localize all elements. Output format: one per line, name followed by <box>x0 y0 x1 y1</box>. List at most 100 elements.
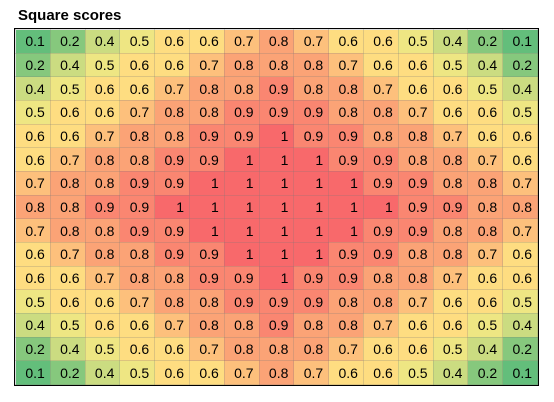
score-cell[interactable]: 0.7 <box>223 360 260 385</box>
score-cell[interactable]: 1 <box>188 194 225 220</box>
score-cell[interactable]: 0.7 <box>502 170 538 196</box>
score-cell[interactable]: 1 <box>328 218 364 243</box>
score-cell[interactable]: 0.7 <box>362 76 399 101</box>
score-cell[interactable]: 0.9 <box>293 265 330 291</box>
score-cell[interactable]: 0.6 <box>467 265 504 291</box>
score-cell[interactable]: 0.8 <box>223 336 260 362</box>
score-cell[interactable]: 0.5 <box>84 52 121 78</box>
score-cell[interactable]: 0.5 <box>502 99 538 125</box>
score-cell[interactable]: 0.7 <box>49 241 86 267</box>
score-cell[interactable]: 0.7 <box>119 289 156 314</box>
score-cell[interactable]: 0.9 <box>119 218 156 243</box>
score-cell[interactable]: 0.9 <box>154 241 190 267</box>
score-cell[interactable]: 0.6 <box>362 29 399 54</box>
score-cell[interactable]: 0.6 <box>84 289 121 314</box>
score-cell[interactable]: 0.9 <box>328 265 364 291</box>
score-cell[interactable]: 0.5 <box>467 76 504 101</box>
score-cell[interactable]: 0.7 <box>154 76 190 101</box>
score-cell[interactable]: 0.9 <box>362 218 399 243</box>
score-cell[interactable]: 0.6 <box>432 289 469 314</box>
score-cell[interactable]: 0.8 <box>15 194 51 220</box>
score-cell[interactable]: 0.5 <box>49 76 86 101</box>
score-cell[interactable]: 0.1 <box>15 360 51 385</box>
score-cell[interactable]: 0.9 <box>119 170 156 196</box>
score-cell[interactable]: 0.8 <box>467 218 504 243</box>
score-cell[interactable]: 0.6 <box>15 241 51 267</box>
score-cell[interactable]: 0.1 <box>502 360 538 385</box>
score-cell[interactable]: 0.8 <box>397 265 434 291</box>
score-cell[interactable]: 0.4 <box>49 336 86 362</box>
score-cell[interactable]: 0.6 <box>15 265 51 291</box>
score-cell[interactable]: 0.8 <box>467 194 504 220</box>
score-cell[interactable]: 0.7 <box>397 289 434 314</box>
score-cell[interactable]: 0.6 <box>188 29 225 54</box>
score-cell[interactable]: 0.8 <box>293 76 330 101</box>
score-cell[interactable]: 0.8 <box>362 99 399 125</box>
score-cell[interactable]: 0.9 <box>223 123 260 149</box>
score-cell[interactable]: 0.8 <box>49 218 86 243</box>
score-cell[interactable]: 0.2 <box>15 52 51 78</box>
score-cell[interactable]: 0.9 <box>362 170 399 196</box>
score-cell[interactable]: 0.8 <box>467 170 504 196</box>
score-cell[interactable]: 0.6 <box>119 76 156 101</box>
score-cell[interactable]: 0.6 <box>328 29 364 54</box>
score-cell[interactable]: 0.6 <box>15 123 51 149</box>
score-cell[interactable]: 1 <box>223 194 260 220</box>
score-cell[interactable]: 0.9 <box>362 147 399 172</box>
score-cell[interactable]: 0.6 <box>154 360 190 385</box>
score-cell[interactable]: 0.8 <box>49 170 86 196</box>
score-cell[interactable]: 0.5 <box>397 360 434 385</box>
score-cell[interactable]: 0.9 <box>258 76 295 101</box>
score-cell[interactable]: 1 <box>328 170 364 196</box>
score-cell[interactable]: 0.6 <box>502 265 538 291</box>
score-cell[interactable]: 0.9 <box>328 147 364 172</box>
score-cell[interactable]: 0.9 <box>188 147 225 172</box>
score-cell[interactable]: 0.6 <box>154 29 190 54</box>
score-cell[interactable]: 0.9 <box>362 241 399 267</box>
score-cell[interactable]: 0.6 <box>188 360 225 385</box>
score-cell[interactable]: 0.7 <box>328 52 364 78</box>
score-cell[interactable]: 0.9 <box>119 194 156 220</box>
score-cell[interactable]: 0.8 <box>223 52 260 78</box>
score-cell[interactable]: 0.8 <box>188 76 225 101</box>
score-cell[interactable]: 0.2 <box>467 360 504 385</box>
score-cell[interactable]: 1 <box>258 241 295 267</box>
score-cell[interactable]: 0.5 <box>432 52 469 78</box>
score-cell[interactable]: 0.7 <box>223 29 260 54</box>
score-cell[interactable]: 0.8 <box>293 312 330 338</box>
score-cell[interactable]: 0.8 <box>258 360 295 385</box>
score-cell[interactable]: 0.8 <box>188 289 225 314</box>
score-cell[interactable]: 0.8 <box>223 312 260 338</box>
score-cell[interactable]: 0.6 <box>154 52 190 78</box>
score-cell[interactable]: 0.4 <box>84 29 121 54</box>
score-cell[interactable]: 1 <box>258 123 295 149</box>
score-cell[interactable]: 1 <box>223 147 260 172</box>
score-cell[interactable]: 0.8 <box>502 194 538 220</box>
score-cell[interactable]: 0.1 <box>15 29 51 54</box>
score-cell[interactable]: 0.6 <box>49 99 86 125</box>
score-cell[interactable]: 1 <box>293 241 330 267</box>
score-cell[interactable]: 0.6 <box>502 123 538 149</box>
score-cell[interactable]: 0.1 <box>502 29 538 54</box>
score-cell[interactable]: 0.6 <box>467 99 504 125</box>
score-cell[interactable]: 0.6 <box>362 52 399 78</box>
score-cell[interactable]: 0.9 <box>188 265 225 291</box>
score-cell[interactable]: 0.7 <box>467 241 504 267</box>
score-cell[interactable]: 0.8 <box>49 194 86 220</box>
score-cell[interactable]: 0.9 <box>328 241 364 267</box>
score-cell[interactable]: 0.6 <box>432 99 469 125</box>
score-cell[interactable]: 0.8 <box>154 289 190 314</box>
score-cell[interactable]: 1 <box>293 147 330 172</box>
score-cell[interactable]: 1 <box>258 147 295 172</box>
score-cell[interactable]: 0.6 <box>397 52 434 78</box>
score-cell[interactable]: 0.6 <box>119 52 156 78</box>
score-cell[interactable]: 0.5 <box>15 99 51 125</box>
score-cell[interactable]: 1 <box>188 170 225 196</box>
score-cell[interactable]: 0.4 <box>467 336 504 362</box>
score-cell[interactable]: 0.8 <box>258 29 295 54</box>
score-cell[interactable]: 0.7 <box>188 336 225 362</box>
score-cell[interactable]: 0.2 <box>502 336 538 362</box>
score-cell[interactable]: 0.2 <box>502 52 538 78</box>
score-cell[interactable]: 0.9 <box>223 265 260 291</box>
score-cell[interactable]: 0.8 <box>362 123 399 149</box>
